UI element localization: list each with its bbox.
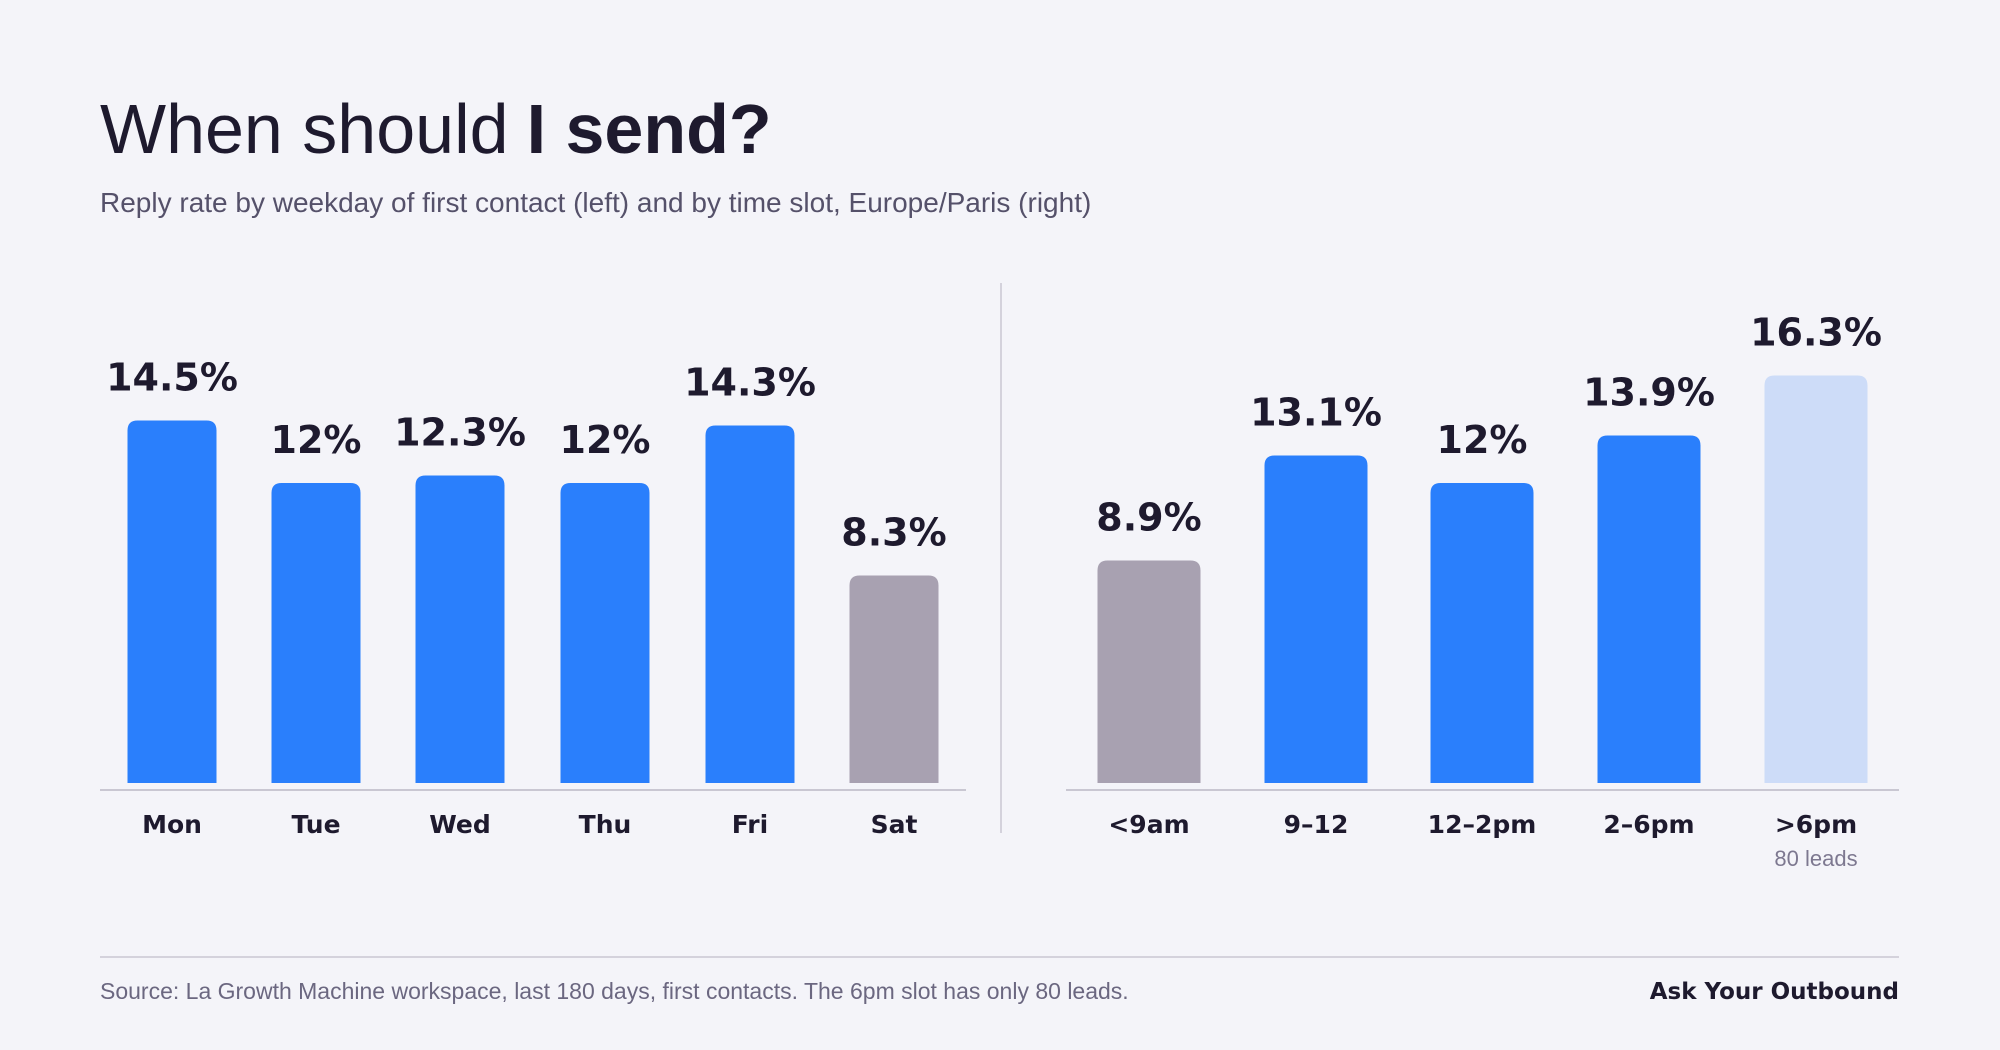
value-label: 12% xyxy=(560,418,651,462)
bar xyxy=(127,420,217,783)
category-label: 9–12 xyxy=(1284,810,1349,839)
bar xyxy=(415,475,505,783)
bar xyxy=(1764,375,1868,783)
value-label: 8.3% xyxy=(841,511,946,555)
bar xyxy=(1097,560,1201,783)
value-label: 12% xyxy=(271,418,362,462)
title-bold: I send? xyxy=(527,90,772,168)
source-note: Source: La Growth Machine workspace, las… xyxy=(100,978,1129,1004)
bar xyxy=(705,425,795,783)
bar xyxy=(849,575,939,783)
bar xyxy=(1430,483,1534,783)
category-label: Sat xyxy=(871,810,918,839)
bar xyxy=(271,483,361,783)
bar xyxy=(1597,435,1701,783)
value-label: 14.5% xyxy=(106,356,238,400)
category-label: >6pm xyxy=(1775,810,1857,839)
category-label: 12–2pm xyxy=(1428,810,1537,839)
category-label: Mon xyxy=(142,810,202,839)
value-label: 14.3% xyxy=(684,361,816,405)
brand: Ask Your Outbound xyxy=(1650,979,1899,1005)
value-label: 13.9% xyxy=(1583,371,1715,415)
bar xyxy=(560,483,650,783)
title: When should I send? xyxy=(100,90,772,168)
category-label: Wed xyxy=(429,810,491,839)
value-label: 12.3% xyxy=(394,411,526,455)
category-label: Fri xyxy=(732,810,768,839)
title-regular: When should xyxy=(100,90,509,168)
value-label: 12% xyxy=(1437,418,1528,462)
category-label: Tue xyxy=(291,810,340,839)
bar xyxy=(1264,455,1368,783)
value-label: 16.3% xyxy=(1750,311,1882,355)
value-label: 13.1% xyxy=(1250,391,1382,435)
category-note: 80 leads xyxy=(1774,846,1857,871)
category-label: 2–6pm xyxy=(1603,810,1694,839)
category-label: <9am xyxy=(1108,810,1189,839)
value-label: 8.9% xyxy=(1096,496,1201,540)
category-label: Thu xyxy=(579,810,632,839)
subtitle: Reply rate by weekday of first contact (… xyxy=(100,187,1091,218)
